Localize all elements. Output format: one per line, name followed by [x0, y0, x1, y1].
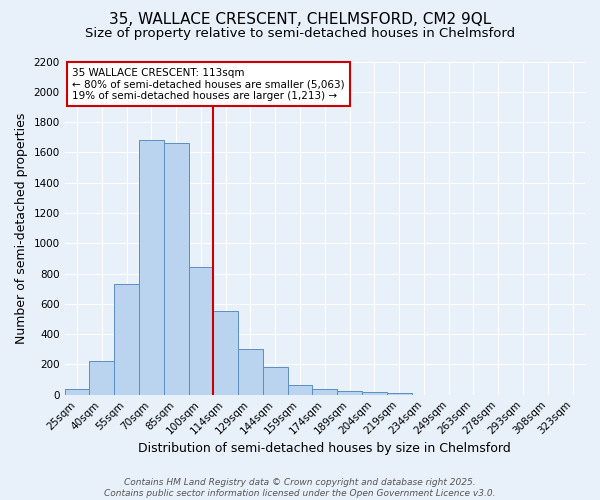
Bar — [362, 392, 387, 394]
Text: Size of property relative to semi-detached houses in Chelmsford: Size of property relative to semi-detach… — [85, 28, 515, 40]
Bar — [287, 385, 313, 394]
Bar — [313, 389, 337, 394]
Bar — [89, 360, 114, 394]
Bar — [139, 140, 164, 394]
Bar — [164, 144, 188, 394]
Bar — [114, 284, 139, 395]
X-axis label: Distribution of semi-detached houses by size in Chelmsford: Distribution of semi-detached houses by … — [139, 442, 511, 455]
Text: Contains HM Land Registry data © Crown copyright and database right 2025.
Contai: Contains HM Land Registry data © Crown c… — [104, 478, 496, 498]
Bar — [337, 391, 362, 394]
Y-axis label: Number of semi-detached properties: Number of semi-detached properties — [15, 112, 28, 344]
Text: 35 WALLACE CRESCENT: 113sqm
← 80% of semi-detached houses are smaller (5,063)
19: 35 WALLACE CRESCENT: 113sqm ← 80% of sem… — [72, 68, 345, 101]
Bar — [387, 393, 412, 394]
Bar — [238, 350, 263, 395]
Bar — [214, 310, 238, 394]
Bar — [188, 266, 214, 394]
Bar — [263, 366, 287, 394]
Bar — [65, 388, 89, 394]
Text: 35, WALLACE CRESCENT, CHELMSFORD, CM2 9QL: 35, WALLACE CRESCENT, CHELMSFORD, CM2 9Q… — [109, 12, 491, 28]
